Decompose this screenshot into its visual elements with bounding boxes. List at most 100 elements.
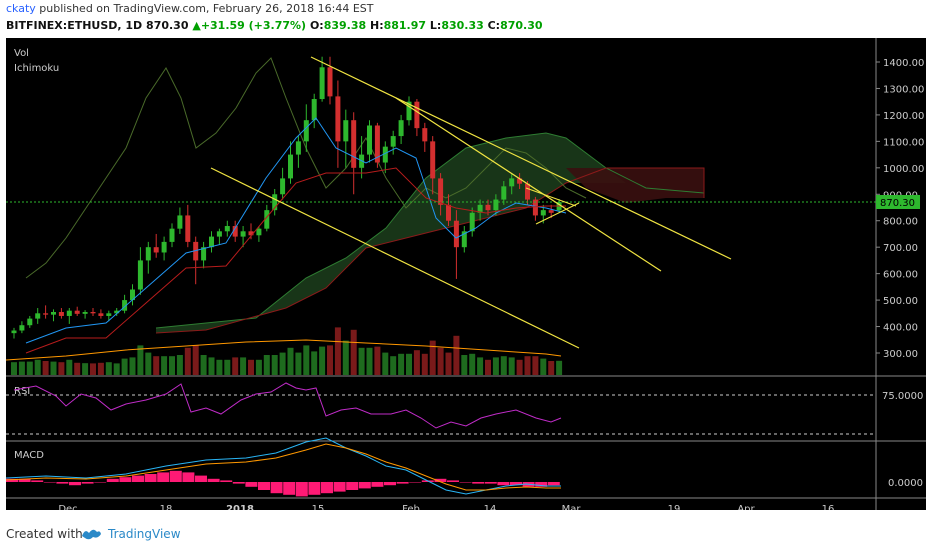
- volume-bar: [437, 347, 444, 375]
- candle-body: [66, 310, 72, 316]
- macd-hist-bar: [119, 477, 132, 482]
- macd-hist-bar: [547, 482, 560, 486]
- volume-bar: [11, 362, 17, 375]
- triangle-line-top[interactable]: [525, 187, 577, 207]
- volume-bar: [271, 355, 278, 375]
- macd-hist-bar: [270, 482, 283, 494]
- volume-bar: [169, 356, 175, 375]
- volume-bar: [485, 359, 491, 375]
- candle-body: [493, 199, 499, 211]
- volume-bar: [540, 358, 547, 375]
- candle-body: [390, 136, 396, 147]
- triangle-line-bottom[interactable]: [535, 202, 580, 225]
- macd-hist-bar: [333, 482, 346, 492]
- time-axis-label: 15: [312, 504, 325, 510]
- time-axis-label: 14: [484, 504, 497, 510]
- volume-bar: [382, 352, 389, 375]
- volume-bar: [145, 352, 152, 375]
- time-axis-label: 18: [160, 504, 173, 510]
- candle-body: [153, 247, 159, 253]
- candle-body: [477, 204, 483, 213]
- candle-body: [137, 260, 143, 290]
- price-axis-label: 300.00: [883, 349, 918, 360]
- last-price: 870.30: [146, 19, 189, 32]
- volume-bar: [58, 362, 65, 375]
- trendline-lower[interactable]: [210, 167, 580, 349]
- candle-body: [11, 330, 17, 334]
- macd-hist-bar: [321, 482, 333, 494]
- candle-body: [374, 125, 380, 163]
- macd-line: [5, 437, 561, 495]
- price-axis-label: 700.00: [883, 243, 918, 254]
- candle-body: [43, 313, 49, 315]
- volume-ma: [5, 339, 562, 361]
- candle-body: [90, 311, 96, 314]
- volume-bar: [413, 350, 420, 375]
- volume-bar: [50, 361, 57, 375]
- volume-bar: [477, 357, 484, 375]
- macd-hist-bar: [384, 482, 396, 486]
- candle-body: [461, 231, 467, 248]
- candle-body: [122, 300, 128, 311]
- high-label: H:: [369, 19, 384, 32]
- macd-hist-bar: [371, 482, 384, 487]
- macd-hist-bar: [220, 480, 233, 482]
- symbol-label[interactable]: BITFINEX:ETHUSD, 1D: [6, 19, 143, 32]
- macd-hist-bar: [195, 475, 207, 482]
- author-link[interactable]: ckaty: [6, 2, 36, 15]
- candle-body: [248, 231, 254, 236]
- volume-bar: [453, 335, 460, 375]
- time-axis-label: Apr: [737, 504, 755, 510]
- published-text: published on TradingView.com, February 2…: [39, 2, 374, 15]
- ichimoku-cloud-red: [566, 168, 704, 203]
- candle-body: [177, 215, 183, 229]
- candle-body: [193, 241, 199, 261]
- macd-hist-bar: [472, 482, 485, 484]
- macd-hist-bar: [497, 482, 510, 486]
- time-axis-label: Mar: [562, 504, 582, 510]
- candle-body: [406, 101, 412, 121]
- candle-body: [288, 154, 293, 179]
- time-axis-label: 16: [822, 504, 835, 510]
- candle-body: [343, 120, 349, 142]
- macd-hist-bar: [535, 482, 548, 487]
- volume-bar: [74, 362, 81, 375]
- candle-body: [430, 141, 436, 179]
- volume-bar: [327, 345, 333, 375]
- macd-hist-bar: [358, 482, 371, 489]
- macd-hist-bar: [81, 482, 94, 484]
- volume-bar: [374, 346, 381, 375]
- chart-area[interactable]: 1400.001300.001200.001100.001000.00900.0…: [5, 38, 926, 515]
- macd-hist-bar: [106, 478, 119, 482]
- candle-body: [509, 178, 515, 187]
- candle-body: [98, 313, 104, 316]
- volume-bar: [532, 356, 539, 375]
- price-axis-label: 400.00: [883, 323, 918, 334]
- tradingview-logo-icon: [82, 529, 101, 540]
- volume-bar: [248, 359, 254, 375]
- macd-hist-bar: [94, 482, 107, 483]
- price-change: +31.59 (+3.77%): [200, 19, 307, 32]
- macd-hist-bar: [409, 482, 422, 483]
- candle-body: [414, 101, 420, 129]
- trendline-middle[interactable]: [395, 97, 662, 272]
- trendline-upper[interactable]: [310, 56, 732, 260]
- footer: Created with TradingView: [0, 510, 932, 550]
- candle-body: [469, 212, 475, 232]
- macd-hist-bar: [459, 482, 472, 483]
- candle-body: [311, 99, 317, 121]
- volume-bar: [524, 356, 531, 375]
- low-value: 830.33: [441, 19, 484, 32]
- volume-bar: [445, 352, 452, 375]
- ichimoku-lagging-span: [25, 57, 587, 279]
- volume-bar: [311, 351, 318, 375]
- macd-hist-bar: [157, 472, 170, 482]
- macd-hist-bar: [6, 478, 18, 482]
- ichimoku-label: Ichimoku: [14, 63, 59, 74]
- macd-hist-bar: [144, 474, 157, 482]
- price-chart[interactable]: 1400.001300.001200.001100.001000.00900.0…: [5, 38, 926, 515]
- volume-bar: [500, 356, 507, 375]
- volume-bar: [216, 359, 223, 375]
- macd-hist-bar: [69, 482, 81, 486]
- tradingview-brand[interactable]: TradingView: [108, 527, 181, 541]
